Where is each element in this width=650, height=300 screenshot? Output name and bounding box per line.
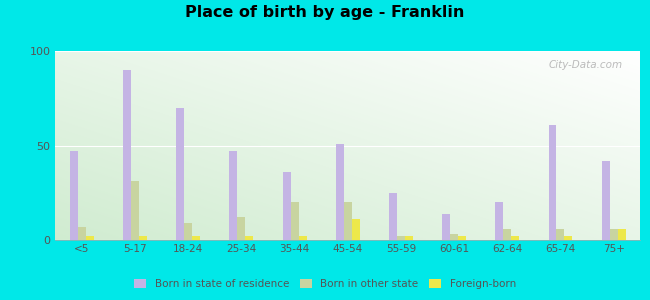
Bar bbox=[564, 236, 573, 240]
Bar bbox=[229, 151, 237, 240]
Bar bbox=[405, 236, 413, 240]
Bar bbox=[352, 219, 359, 240]
Bar bbox=[336, 144, 344, 240]
Bar bbox=[602, 160, 610, 240]
Bar bbox=[442, 214, 450, 240]
Bar bbox=[291, 202, 298, 240]
Bar bbox=[184, 223, 192, 240]
Bar bbox=[344, 202, 352, 240]
Legend: Born in state of residence, Born in other state, Foreign-born: Born in state of residence, Born in othe… bbox=[130, 275, 520, 293]
Bar bbox=[549, 125, 556, 240]
Bar bbox=[70, 151, 78, 240]
Bar bbox=[495, 202, 503, 240]
Bar bbox=[512, 236, 519, 240]
Bar bbox=[503, 229, 512, 240]
Bar bbox=[123, 70, 131, 240]
Bar bbox=[176, 108, 184, 240]
Text: City-Data.com: City-Data.com bbox=[549, 60, 623, 70]
Bar bbox=[245, 236, 254, 240]
Bar bbox=[450, 234, 458, 240]
Bar bbox=[458, 236, 466, 240]
Bar bbox=[192, 236, 200, 240]
Bar bbox=[283, 172, 291, 240]
Bar bbox=[131, 182, 139, 240]
Bar bbox=[618, 229, 626, 240]
Bar bbox=[556, 229, 564, 240]
Bar bbox=[397, 236, 405, 240]
Bar bbox=[610, 229, 617, 240]
Bar bbox=[86, 236, 94, 240]
Bar bbox=[298, 236, 307, 240]
Text: Place of birth by age - Franklin: Place of birth by age - Franklin bbox=[185, 4, 465, 20]
Bar bbox=[389, 193, 397, 240]
Bar bbox=[139, 236, 147, 240]
Bar bbox=[78, 227, 86, 240]
Bar bbox=[237, 217, 245, 240]
